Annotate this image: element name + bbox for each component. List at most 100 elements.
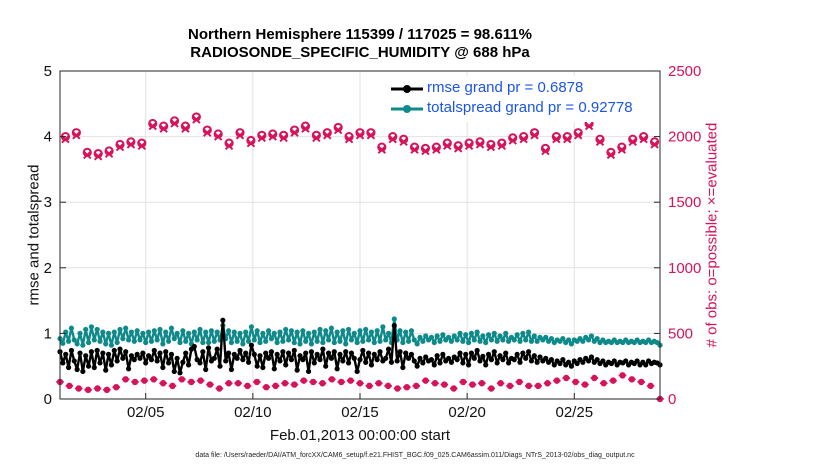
obs-low-point [599,380,608,387]
spread-point [260,330,266,336]
rmse-point [557,360,563,367]
spread-point [354,339,360,346]
y-tick-label-left: 4 [44,129,52,146]
spread-point [63,329,69,335]
spread-point [525,329,532,335]
rmse-point [123,349,129,355]
rmse-point [391,322,397,329]
obs-low-point [609,377,617,384]
spread-point [211,338,217,344]
spread-point [548,336,555,342]
obs-low-point [459,378,467,386]
rmse-point [100,350,106,356]
data-file-footnote: data file: /Users/raeder/DAI/ATM_forcXX/… [195,452,635,459]
obs-low-point [271,382,280,390]
rmse-point [88,349,95,355]
obs-evaluated-point [148,121,157,131]
rmse-point [403,350,409,356]
obs-evaluated-stroke [377,145,387,154]
obs-evaluated-point [137,141,147,150]
obs-evaluated-stroke [595,137,605,147]
obs-low-point [168,382,177,390]
obs-low-point [421,377,430,384]
rmse-point [408,351,415,357]
obs-evaluated-stroke [399,137,408,147]
spread-point [131,338,137,344]
obs-evaluated-stroke [192,115,201,124]
obs-low-point [478,380,486,387]
rmse-point [377,349,383,355]
rmse-point [60,360,66,366]
spread-point [205,339,212,346]
rmse-point [125,366,132,372]
spread-point [191,329,197,335]
spread-point [383,337,389,343]
rmse-point [177,370,183,376]
obs-evaluated-point [497,141,507,150]
obs-evaluated-point [301,124,310,133]
rmse-point [383,355,389,361]
y-tick-label-left: 5 [44,63,52,80]
rmse-point [160,364,166,371]
obs-evaluated-point [366,131,376,140]
obs-evaluated-point [432,145,441,154]
rmse-point [417,355,423,361]
rmse-point [517,359,523,365]
spread-point [491,330,497,336]
legend-item-rmse: rmse grand pr = 0.6878 [389,79,651,99]
obs-evaluated-stroke [279,133,288,143]
spread-point [377,338,383,344]
rmse-point [245,359,252,365]
obs-evaluated-stroke [497,141,507,150]
spread-point [231,329,237,335]
spread-point [171,336,177,342]
rmse-point [483,362,489,368]
rmse-point [108,362,115,368]
rmse-point [134,351,140,357]
spread-point [248,324,255,330]
spread-point [288,328,295,334]
spread-point [163,329,169,335]
obs-evaluated-point [421,146,430,156]
rmse-point [260,364,266,371]
y-tick-label-right: 1500 [668,194,701,211]
spread-point [403,329,409,335]
spread-point [314,338,320,344]
spread-point [243,329,249,335]
rmse-point [288,357,295,363]
rmse-point [360,347,366,354]
rmse-point [297,353,303,359]
obs-low-point [196,377,205,384]
rmse-point [337,351,343,357]
spread-point [348,337,355,343]
spread-point [71,337,77,343]
rmse-point [154,358,160,364]
spread-point [100,329,106,335]
rmse-point [240,357,246,363]
spread-point [400,339,406,346]
rmse-point [283,362,289,368]
obs-evaluated-stroke [344,135,354,144]
obs-low-point [374,380,383,387]
obs-evaluated-stroke [203,128,212,137]
spread-point [417,334,423,340]
rmse-point [548,357,555,363]
rmse-point [500,357,506,363]
spread-point [117,326,123,333]
obs-low-point [496,380,505,387]
rmse-point [131,357,137,363]
spread-point [68,325,75,331]
rmse-point [485,351,492,357]
rmse-point [468,350,475,356]
rmse-point [511,357,517,363]
spread-point [234,338,240,344]
spread-point [80,342,86,348]
rmse-point [471,355,477,361]
obs-evaluated-stroke [170,119,179,128]
spread-point [237,330,243,336]
obs-low-point [65,382,74,390]
obs-evaluated-point [126,140,136,149]
spread-point [94,326,100,333]
spread-point [105,330,112,336]
y-tick-label-left: 0 [44,391,52,408]
